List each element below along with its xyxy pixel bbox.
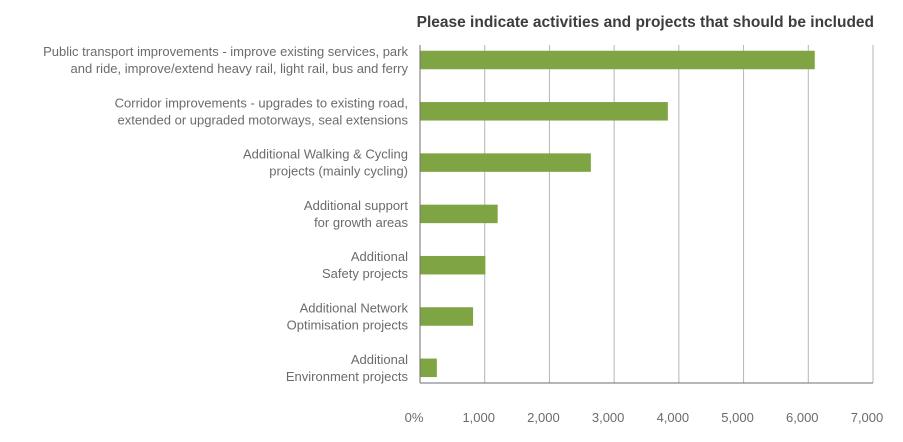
bar xyxy=(420,358,437,378)
category-label: Environment projects xyxy=(286,369,409,384)
category-label: Safety projects xyxy=(322,266,408,281)
x-axis xyxy=(419,45,873,384)
x-tick-label: 1,000 xyxy=(462,410,495,425)
bar xyxy=(420,102,668,121)
category-label: Additional support xyxy=(304,198,408,213)
category-label: and ride, improve/extend heavy rail, lig… xyxy=(71,61,409,76)
category-label: Additional xyxy=(351,249,408,264)
x-tick-label: 5,000 xyxy=(721,410,754,425)
category-label: Additional xyxy=(351,352,408,367)
category-label: Optimisation projects xyxy=(287,318,409,333)
category-label: Public transport improvements - improve … xyxy=(43,44,408,59)
chart-title: Please indicate activities and projects … xyxy=(417,14,874,31)
bars xyxy=(420,50,815,378)
x-tick-label: 2,000 xyxy=(527,410,560,425)
gridlines xyxy=(484,45,874,383)
bar xyxy=(420,255,486,275)
category-label: for growth areas xyxy=(314,215,408,230)
bar xyxy=(420,153,591,172)
x-tick-labels: 0% 1,000 2,000 3,000 4,000 5,000 6,000 7,000 xyxy=(405,410,884,425)
x-tick-label: 7,000 xyxy=(851,410,884,425)
category-label: Additional Network xyxy=(300,301,409,316)
category-label: extended or upgraded motorways, seal ext… xyxy=(117,112,408,127)
category-label: Corridor improvements - upgrades to exis… xyxy=(115,95,408,110)
category-label: projects (mainly cycling) xyxy=(269,164,408,179)
bar xyxy=(420,204,498,224)
x-tick-label: 6,000 xyxy=(786,410,819,425)
bar xyxy=(420,307,474,326)
category-labels: Public transport improvements - improve … xyxy=(43,44,408,384)
x-tick-label: 3,000 xyxy=(592,410,625,425)
bar xyxy=(420,50,815,70)
x-tick-label: 0% xyxy=(405,410,424,425)
category-label: Additional Walking & Cycling xyxy=(243,147,408,162)
x-tick-label: 4,000 xyxy=(657,410,690,425)
